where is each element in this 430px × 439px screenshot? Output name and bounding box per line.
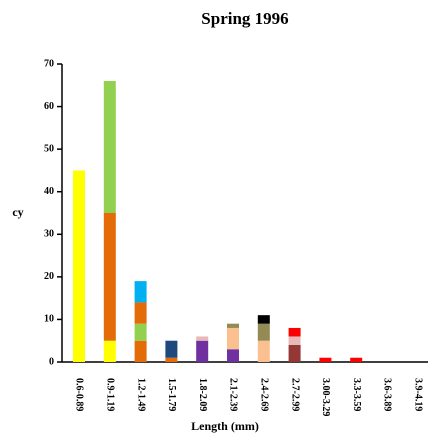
bar-segment [257,323,270,341]
bar-segment [227,327,239,350]
x-tick-label: 0.9-1.19 [105,378,116,411]
bar-segment [73,170,85,362]
bar-segment [134,302,147,324]
x-tick-label: 3.9-4.19 [413,378,424,411]
bar-segment [103,81,116,214]
bar-segment [165,340,178,358]
y-tick-label: 70 [44,58,54,69]
bar-segment [196,336,209,341]
bar-segment [134,340,147,362]
bar-segment [257,340,270,362]
bar-segment [288,336,301,345]
x-tick-label: 3.3-3.59 [351,378,362,411]
y-tick-label: 10 [44,314,54,325]
y-tick-label: 60 [44,101,54,112]
bar-segment [227,349,239,362]
x-tick-label: 2.1-2.39 [228,378,239,411]
bar-segment [165,357,178,362]
chart-title: Spring 1996 [201,9,288,28]
y-tick-label: 0 [49,356,54,367]
bar-segment [103,340,116,362]
bar-segment [288,344,301,362]
x-axis-label: Length (mm) [191,419,259,433]
bar-segment [196,340,209,362]
x-tick-label: 1.2-1.49 [135,378,146,411]
bar-segment [103,213,116,341]
y-tick-label: 50 [44,143,54,154]
x-tick-label: 3.6-3.89 [382,378,393,411]
x-tick-label: 3.00-3.29 [320,378,331,416]
y-axis-label: cy [12,205,23,219]
bar-segment [134,281,147,303]
bar-segment [227,323,239,328]
bar-segment [350,357,363,362]
x-tick-label: 1.8-2.09 [197,378,208,411]
y-tick-label: 20 [44,271,54,282]
bar-segment [134,323,147,341]
bar-segment [257,315,270,324]
y-tick-label: 40 [44,186,54,197]
x-tick-label: 0.6-0.89 [74,378,85,411]
bar-segment [288,327,301,337]
x-tick-label: 1.5-1.79 [166,378,177,411]
bar-segment [319,357,332,362]
x-tick-label: 2.7-2.99 [289,378,300,411]
y-tick-label: 30 [44,229,54,240]
x-tick-label: 2.4-2.69 [259,378,270,411]
